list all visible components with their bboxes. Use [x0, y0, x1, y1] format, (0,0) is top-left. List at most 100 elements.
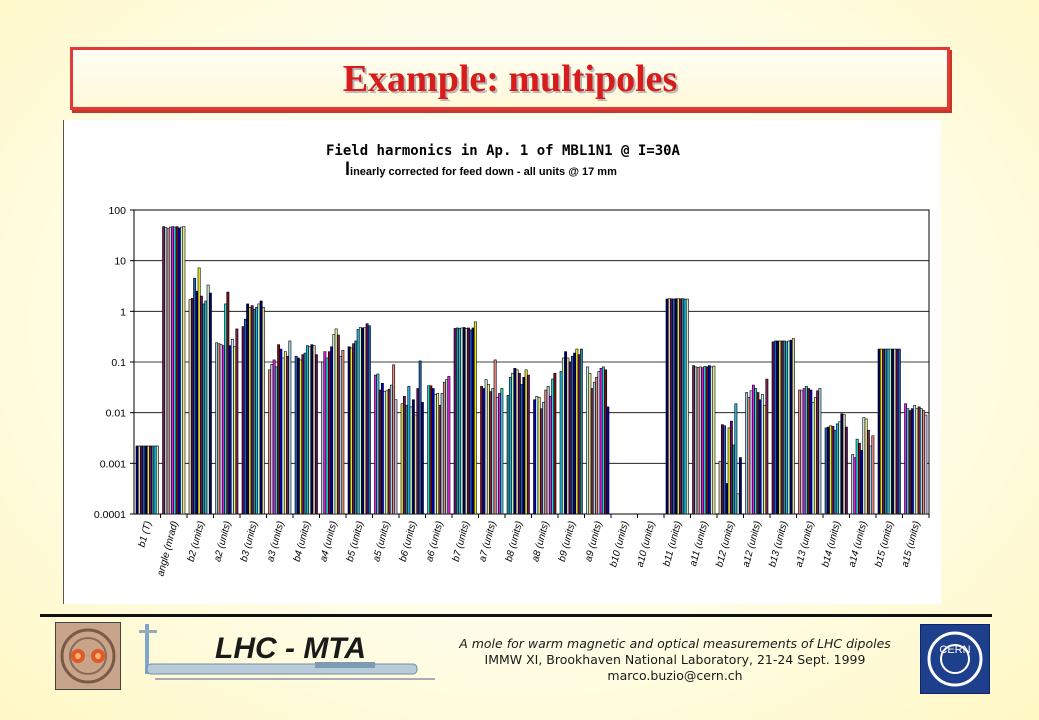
- bar: [208, 292, 212, 515]
- bar: [303, 352, 307, 515]
- bar: [833, 429, 837, 515]
- bar: [460, 327, 464, 515]
- bar: [380, 382, 384, 515]
- bar: [431, 388, 435, 515]
- bar: [701, 367, 705, 515]
- bar: [588, 372, 592, 515]
- bar: [257, 303, 261, 515]
- bar: [520, 384, 524, 515]
- bar: [332, 334, 336, 515]
- bar: [683, 298, 687, 515]
- bar: [374, 374, 378, 515]
- bar: [811, 402, 815, 515]
- bar: [146, 445, 150, 515]
- bar: [491, 388, 495, 515]
- bar: [751, 384, 755, 515]
- bar: [221, 345, 225, 515]
- bar: [255, 307, 259, 515]
- bar: [281, 357, 285, 515]
- x-axis: b1 (T) angle (mrad) b2 (units) a2 (units) b3…: [137, 514, 930, 578]
- bar: [438, 404, 442, 515]
- bar: [780, 340, 784, 515]
- bar: [685, 298, 689, 515]
- bar: [840, 413, 844, 515]
- bar: [248, 307, 252, 515]
- bar: [168, 226, 172, 515]
- bar: [723, 425, 727, 515]
- bar: [727, 427, 731, 515]
- magnet-cross-section-logo: [55, 622, 121, 690]
- bar: [429, 385, 433, 515]
- bar: [842, 414, 846, 515]
- bar: [274, 366, 278, 515]
- x-tick-label: a15 (units): [900, 520, 923, 568]
- bar: [910, 408, 914, 515]
- y-tick-label: 0.001: [100, 458, 126, 470]
- bar: [893, 348, 897, 515]
- bar: [436, 393, 440, 515]
- x-tick-label: b4 (units): [292, 520, 313, 563]
- bar: [734, 403, 738, 515]
- bar: [327, 351, 331, 515]
- bar: [862, 417, 866, 515]
- bar: [149, 445, 153, 515]
- bar: [305, 345, 309, 515]
- bar: [495, 397, 499, 515]
- bar: [511, 372, 515, 515]
- bar: [561, 357, 565, 515]
- x-tick-label: a7 (units): [477, 520, 498, 563]
- bar: [310, 344, 314, 515]
- bar: [760, 394, 764, 515]
- x-tick-label: b7 (units): [451, 520, 472, 563]
- bar: [590, 388, 594, 515]
- bar: [537, 397, 541, 515]
- bar: [409, 406, 413, 515]
- x-tick-label: b3 (units): [239, 520, 260, 563]
- bar: [283, 351, 287, 515]
- bar: [729, 420, 733, 515]
- bar: [204, 300, 208, 515]
- slide-title: Example: multipoles: [342, 57, 678, 100]
- bar: [230, 339, 234, 515]
- bar: [394, 399, 398, 515]
- chart-subtitle: linearly corrected for feed down - all u…: [345, 159, 617, 179]
- multipole-bar-chart: Field harmonics in Ap. 1 of MBL1N1 @ I=3…: [94, 143, 930, 578]
- bar: [182, 226, 186, 515]
- bar: [676, 298, 680, 515]
- bar: [250, 305, 254, 515]
- bar: [486, 384, 490, 515]
- footer-line-2: IMMW XI, Brookhaven National Laboratory,…: [484, 652, 866, 667]
- bar: [308, 346, 312, 515]
- bar: [891, 348, 895, 515]
- bar: [782, 340, 786, 515]
- bar: [681, 298, 685, 515]
- bar: [535, 396, 539, 515]
- bar: [354, 340, 358, 515]
- bar: [785, 341, 789, 515]
- bar: [453, 328, 457, 515]
- bar: [312, 345, 316, 515]
- bar: [506, 395, 510, 515]
- bar: [339, 355, 343, 515]
- bar: [829, 425, 833, 515]
- bar-series: [135, 226, 928, 515]
- bar: [193, 277, 197, 515]
- bar: [864, 418, 868, 515]
- bar: [367, 325, 371, 515]
- bar: [286, 355, 290, 515]
- bar: [155, 445, 159, 515]
- bar: [895, 348, 899, 515]
- bar: [363, 327, 367, 515]
- bar: [579, 348, 583, 515]
- x-tick-label: b15 (units): [873, 520, 896, 568]
- bar: [473, 321, 477, 515]
- bar: [597, 371, 601, 515]
- bar: [855, 438, 859, 515]
- bar: [175, 226, 179, 515]
- bar: [268, 369, 272, 515]
- bar: [809, 389, 813, 515]
- bar: [206, 284, 210, 515]
- bar: [665, 298, 669, 515]
- bar: [301, 354, 305, 515]
- bar: [802, 388, 806, 515]
